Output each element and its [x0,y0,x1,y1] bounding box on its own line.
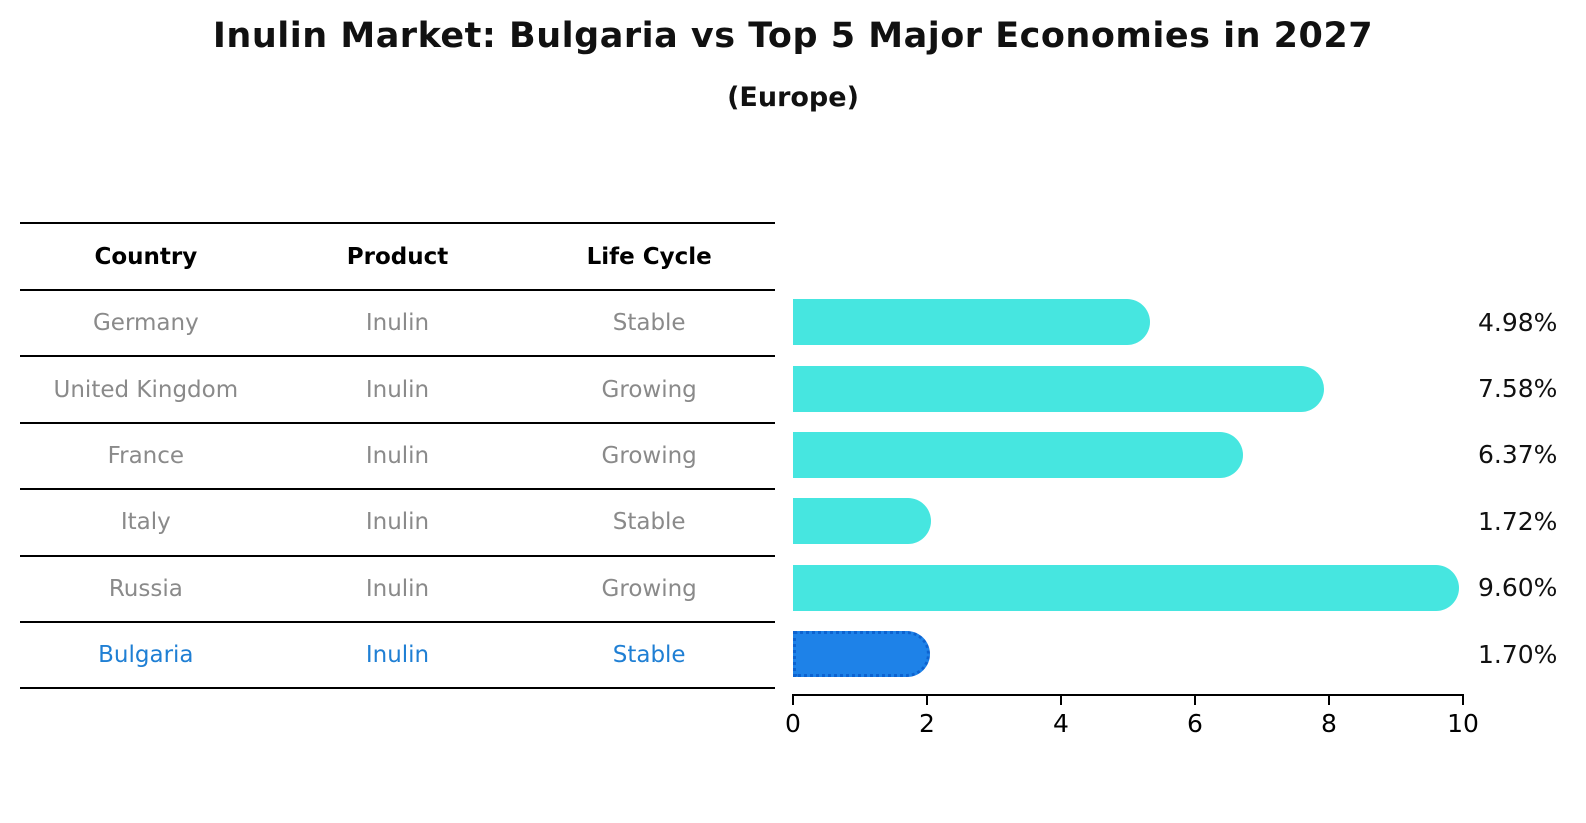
table-row-russia: Russia Inulin Growing [20,554,775,621]
bar-italy [793,498,932,545]
chart-subtitle: (Europe) [727,82,859,113]
cell-life-cycle: Growing [601,442,697,469]
cell-product: Inulin [365,376,430,403]
bar-value-label-italy: 1.72% [1478,506,1558,536]
table-row-united-kingdom: United Kingdom Inulin Growing [20,355,775,421]
cell-life-cycle: Growing [601,376,697,403]
bar-bulgaria [793,631,930,678]
x-axis-tick-label: 2 [919,709,935,738]
header-country: Country [94,243,198,270]
x-axis-tick [926,696,928,705]
x-axis-tick-label: 8 [1321,709,1337,738]
chart-title: Inulin Market: Bulgaria vs Top 5 Major E… [212,16,1374,56]
bar-germany [793,299,1150,346]
cell-country: Bulgaria [98,642,194,669]
table-row-italy: Italy Inulin Stable [20,488,775,554]
bar-value-label-russia: 9.60% [1478,573,1558,603]
cell-life-cycle: Stable [612,310,686,337]
bar-united-kingdom [793,365,1324,412]
cell-product: Inulin [365,642,430,669]
cell-country: France [107,442,185,469]
x-axis-line [792,694,1464,696]
x-axis-tick [1060,696,1062,705]
x-axis-tick [1462,696,1464,705]
cell-product: Inulin [365,310,430,337]
x-axis: 0 2 4 6 8 10 [785,694,1479,754]
bar-row [793,621,1483,687]
cell-country: Germany [92,310,199,337]
x-axis-tick-label: 6 [1187,709,1203,738]
bar-chart-area [793,289,1483,687]
bar-row [793,422,1483,488]
bar-row [793,555,1483,621]
table-row-germany: Germany Inulin Stable [20,289,775,355]
cell-life-cycle: Stable [612,509,686,536]
cell-country: Italy [120,509,171,536]
x-axis-tick [1328,696,1330,705]
bar-value-labels: 4.98% 7.58% 6.37% 1.72% 9.60% 1.70% [1478,289,1557,687]
table-row-france: France Inulin Growing [20,421,775,488]
x-axis-tick-label: 10 [1447,709,1479,738]
cell-product: Inulin [365,575,430,602]
bar-russia [793,564,1460,611]
x-axis-tick-label: 4 [1053,709,1069,738]
header-product: Product [346,243,449,270]
x-axis-tick [792,696,794,705]
cell-life-cycle: Stable [612,642,686,669]
table-row-bulgaria: Bulgaria Inulin Stable [20,620,775,687]
bar-value-label-france: 6.37% [1478,440,1558,470]
country-table: Country Product Life Cycle Germany Inulin… [20,222,775,690]
cell-country: Russia [108,575,183,602]
x-axis-tick [1194,696,1196,705]
bar-france [793,431,1243,478]
cell-product: Inulin [365,442,430,469]
header-life-cycle: Life Cycle [586,243,712,270]
x-axis-tick-label: 0 [785,709,801,738]
bar-value-label-united-kingdom: 7.58% [1478,374,1558,404]
cell-product: Inulin [365,509,430,536]
bar-value-label-germany: 4.98% [1478,307,1558,337]
cell-life-cycle: Growing [601,575,697,602]
bar-row [793,289,1483,355]
table-body: Germany Inulin Stable United Kingdom Inulin G… [20,289,775,687]
table-header-row: Country Product Life Cycle [20,222,775,289]
cell-country: United Kingdom [53,376,239,403]
bar-value-label-bulgaria: 1.70% [1478,639,1558,669]
bar-row [793,488,1483,554]
bar-row [793,355,1483,421]
